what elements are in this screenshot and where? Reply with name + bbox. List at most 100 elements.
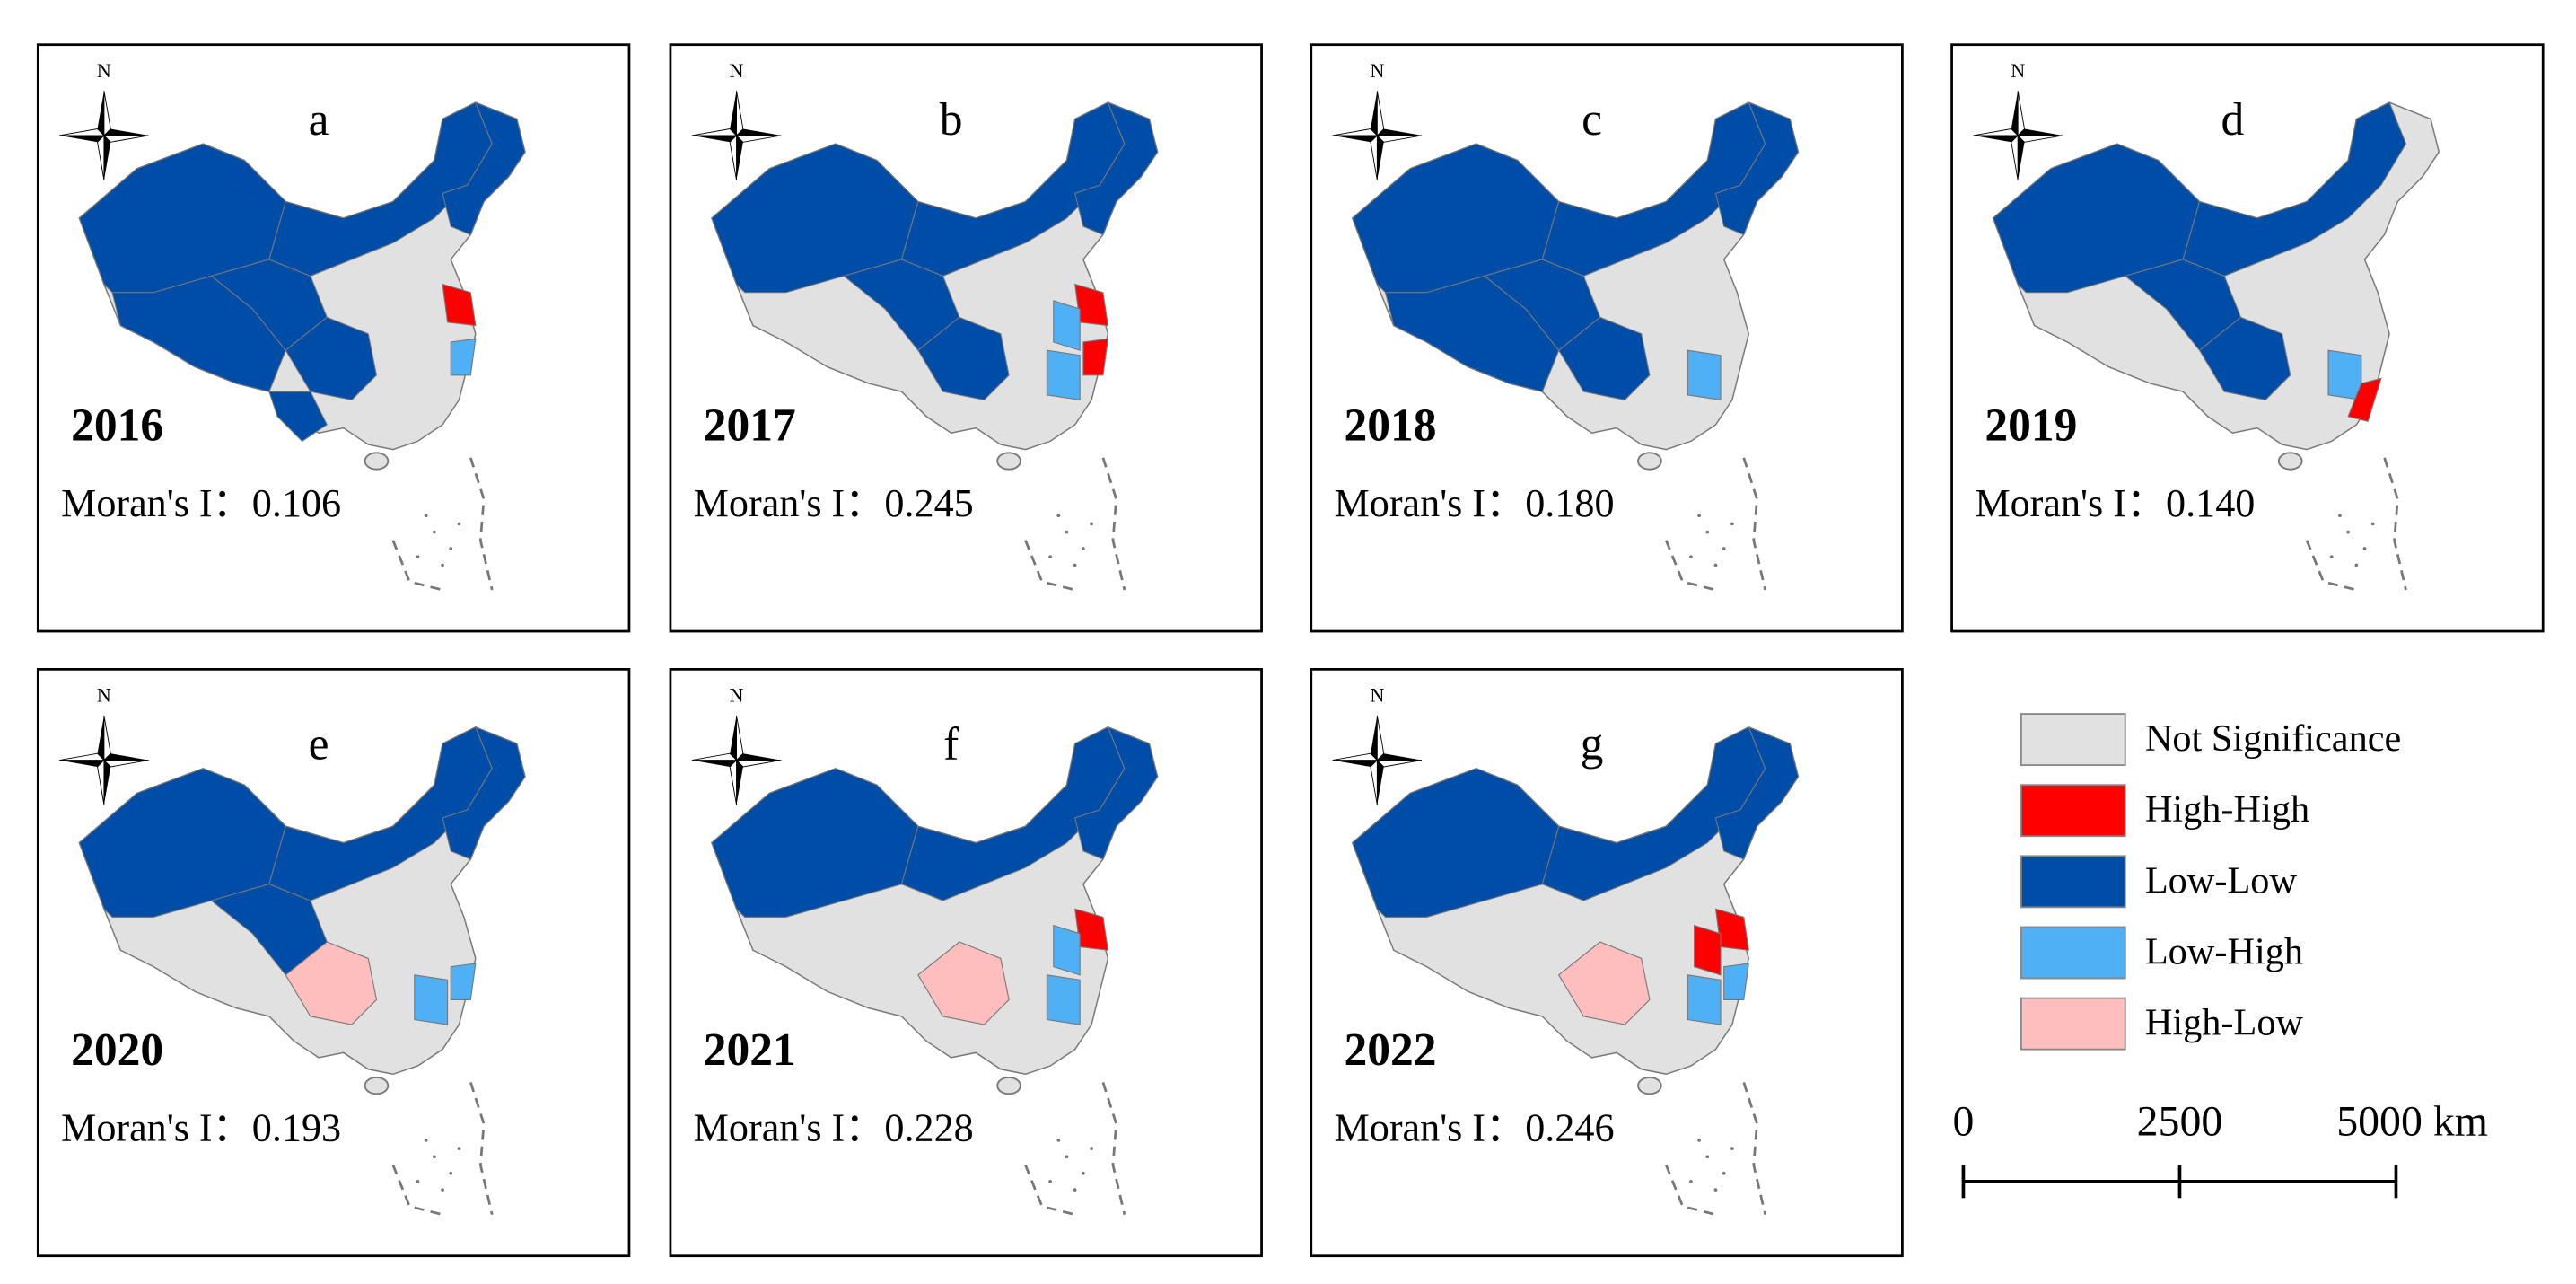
island <box>1722 547 1726 550</box>
region <box>450 338 477 376</box>
map-panel: Nc 2018 Moran's I：0.180 <box>1310 43 1904 633</box>
map-panel: Ng 2022 Moran's I：0.246 <box>1310 667 1904 1258</box>
island <box>1056 1139 1061 1142</box>
region <box>1046 349 1081 401</box>
panel-frame <box>36 667 631 1258</box>
map-panel: Ne 2020 Moran's I：0.193 <box>36 667 631 1258</box>
hainan <box>364 1077 390 1095</box>
hainan <box>1637 452 1662 471</box>
region <box>414 974 449 1025</box>
island <box>441 563 444 567</box>
island <box>441 1188 444 1192</box>
island <box>416 555 420 559</box>
island <box>2329 555 2334 559</box>
compass-label: N <box>730 684 744 707</box>
region <box>1074 101 1159 236</box>
legend-label: Not Significance <box>2145 717 2401 760</box>
region <box>1074 726 1159 860</box>
island <box>424 514 428 518</box>
island <box>457 1147 461 1150</box>
region <box>2347 377 2382 422</box>
panel-letter: g <box>1581 719 1604 770</box>
moran-value: 0.228 <box>884 1106 973 1150</box>
moran-text: Moran's I：0.193 <box>61 1106 341 1150</box>
compass-label: N <box>2011 59 2025 82</box>
compass: N <box>691 59 782 180</box>
island <box>1065 530 1069 534</box>
region <box>2327 349 2362 401</box>
legend-swatch <box>2020 997 2126 1051</box>
south-sea-border <box>391 1082 494 1217</box>
compass: N <box>1332 684 1423 805</box>
panel-year: 2022 <box>1345 1025 1437 1076</box>
island <box>1048 555 1052 559</box>
compass-star-light <box>1332 91 1423 180</box>
region <box>1687 974 1722 1025</box>
compass-star-light <box>59 91 149 180</box>
panel-letter: c <box>1582 94 1602 145</box>
region <box>1723 963 1749 1001</box>
compass-star-light <box>1332 715 1423 805</box>
compass: N <box>691 684 782 805</box>
moran-label: Moran's I： <box>61 1106 252 1150</box>
moran-label: Moran's I： <box>61 481 252 525</box>
south-sea-border <box>2305 457 2407 592</box>
south-sea-border <box>391 457 494 592</box>
region <box>2182 101 2407 277</box>
panel-letter: b <box>940 94 963 145</box>
legend-label: High-High <box>2145 788 2309 831</box>
region <box>1384 275 1560 392</box>
scale-label: 5000 km <box>2336 1097 2488 1145</box>
panel-letter: f <box>943 719 959 770</box>
island <box>1705 530 1710 534</box>
panel-frame <box>669 43 1263 633</box>
panel-year: 2018 <box>1345 400 1437 451</box>
compass: N <box>1973 59 2063 180</box>
island <box>1705 1155 1710 1159</box>
moran-text: Moran's I：0.246 <box>1335 1106 1615 1150</box>
island <box>1730 1147 1734 1150</box>
moran-text: Moran's I：0.140 <box>1975 481 2255 525</box>
region <box>1082 338 1109 376</box>
region <box>442 101 526 236</box>
region <box>1714 726 1800 860</box>
panel-frame <box>669 667 1263 1258</box>
legend-swatch <box>2020 784 2126 838</box>
island <box>1048 1180 1052 1183</box>
island <box>424 1139 428 1142</box>
panel-letter: a <box>309 94 329 145</box>
panel-year: 2017 <box>704 400 796 451</box>
moran-label: Moran's I： <box>1335 1106 1526 1150</box>
region <box>917 941 1010 1025</box>
panel-year: 2019 <box>1985 400 2077 451</box>
island <box>1082 547 1085 550</box>
map-panel: Nd 2019 Moran's I：0.140 <box>1950 43 2545 633</box>
island <box>1090 522 1093 526</box>
compass-label: N <box>730 59 744 82</box>
island <box>1730 522 1734 526</box>
region <box>917 316 1010 400</box>
compass-label: N <box>97 59 111 82</box>
region <box>1557 941 1651 1025</box>
moran-text: Moran's I：0.228 <box>694 1106 974 1150</box>
island <box>1722 1171 1726 1175</box>
region <box>1053 300 1081 351</box>
hainan <box>364 452 390 471</box>
map-panel: Nb 2017 Moran's I：0.245 <box>669 43 1263 633</box>
island <box>2362 547 2367 550</box>
compass-star-light <box>59 715 149 805</box>
legend-swatch <box>2020 713 2126 767</box>
island <box>1073 563 1077 567</box>
panel-frame <box>36 43 631 633</box>
region <box>268 391 328 443</box>
moran-value: 0.180 <box>1525 481 1614 525</box>
south-sea-border <box>1024 457 1126 592</box>
moran-value: 0.193 <box>252 1106 341 1150</box>
island <box>1056 514 1061 518</box>
island <box>1713 1188 1718 1192</box>
island <box>1073 1188 1077 1192</box>
island <box>1689 555 1693 559</box>
region <box>442 283 477 327</box>
region <box>1694 924 1722 976</box>
moran-value: 0.245 <box>884 481 973 525</box>
